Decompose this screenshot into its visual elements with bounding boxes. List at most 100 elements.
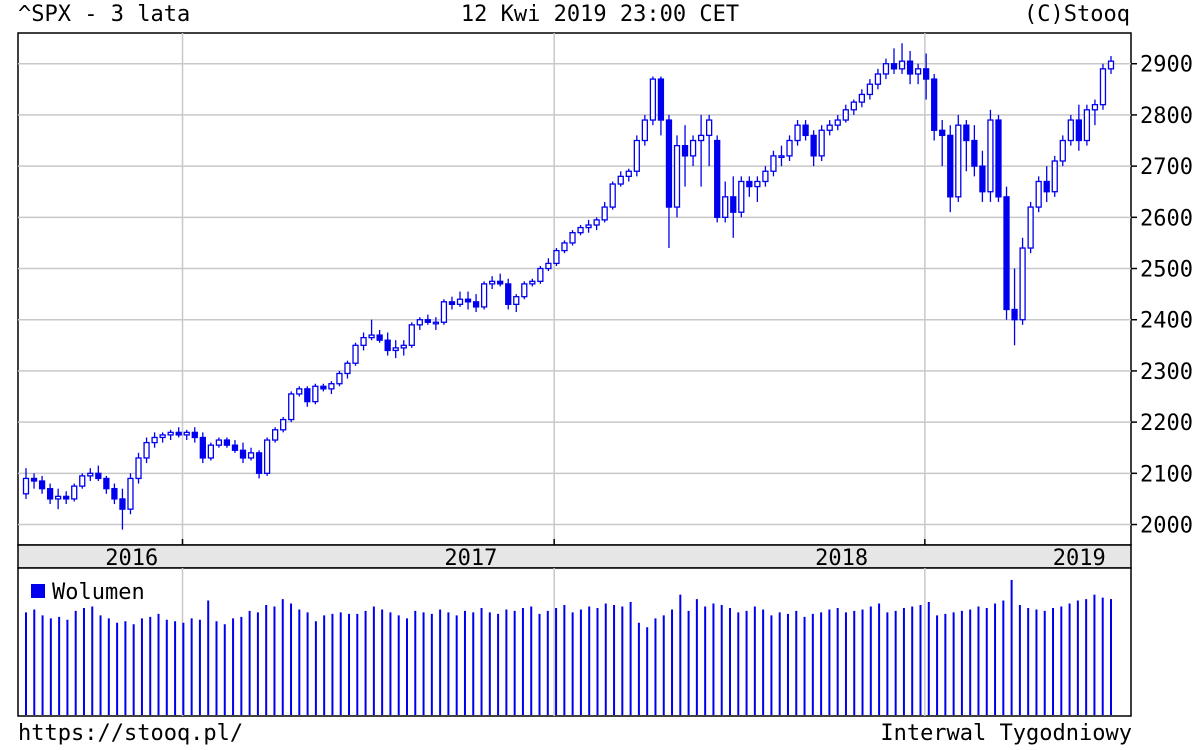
candle [746, 176, 753, 197]
candle [320, 383, 327, 392]
candle-body [175, 431, 182, 436]
candle-body [979, 165, 986, 193]
candle-body [151, 436, 158, 444]
candle [151, 432, 158, 448]
candle-body [802, 124, 809, 137]
y-tick-label: 2800 [1140, 104, 1193, 129]
candle-body [376, 334, 383, 341]
candle-body [1099, 68, 1107, 106]
candle [336, 370, 343, 387]
candle [368, 319, 375, 341]
candle [135, 452, 142, 484]
candle-body [505, 283, 512, 306]
candle [360, 332, 367, 351]
candle-body [1107, 60, 1115, 70]
candle [633, 135, 640, 177]
candle [521, 281, 528, 300]
candle-body [344, 362, 351, 375]
candle-body [1003, 196, 1010, 311]
candle [1067, 114, 1074, 146]
candle [1059, 135, 1066, 167]
candle-body [874, 73, 882, 85]
candle-body [489, 280, 496, 285]
candle [1099, 63, 1107, 110]
candle [489, 276, 496, 289]
candle-body [850, 101, 857, 111]
candle-body [79, 475, 86, 487]
candle-body [890, 63, 898, 70]
candle-body [770, 155, 777, 172]
candle [585, 219, 592, 233]
candle-body [842, 109, 849, 121]
candle-body [1051, 160, 1058, 193]
candle [625, 168, 632, 182]
candle [947, 125, 954, 213]
candle-body [834, 119, 841, 126]
candle [1107, 56, 1115, 74]
candle [722, 181, 729, 223]
candle-body [472, 301, 480, 308]
candle [55, 488, 62, 510]
candle-body [87, 472, 94, 477]
candle-body [95, 472, 102, 480]
candle [231, 440, 239, 453]
candle-body [424, 319, 431, 323]
candle-body [625, 170, 632, 178]
candle [995, 114, 1002, 202]
candle [1035, 176, 1042, 213]
candle-body [601, 206, 608, 221]
candle-body [947, 134, 954, 198]
candle-body [931, 78, 938, 131]
candle-body [609, 183, 616, 208]
candle [939, 120, 946, 167]
candle [987, 109, 994, 202]
candle-body [223, 439, 231, 446]
candle-body [63, 495, 70, 500]
candle [1003, 186, 1010, 320]
candle [384, 332, 391, 356]
year-label: 2018 [815, 546, 868, 571]
candle [127, 473, 134, 515]
candle-body [963, 124, 970, 142]
candle [505, 278, 512, 310]
candle-body [738, 180, 745, 213]
candle [770, 150, 777, 177]
candle [143, 437, 150, 464]
candle [738, 176, 745, 218]
candle [38, 475, 46, 494]
candle [472, 294, 480, 313]
candle-body [617, 175, 624, 185]
candle [818, 125, 825, 161]
candle-body [786, 139, 793, 157]
candle-body [360, 336, 367, 346]
candle-body [971, 139, 978, 167]
candle [697, 114, 705, 187]
candle-body [1043, 180, 1050, 193]
candle [778, 145, 785, 167]
candle-body [1059, 139, 1066, 162]
source-link[interactable]: https://stooq.pl/ [18, 721, 244, 746]
candle-body [328, 383, 335, 390]
candle [312, 383, 319, 405]
candle-body [183, 431, 190, 436]
candle-body [585, 224, 592, 229]
candle [858, 89, 865, 108]
candle-body [207, 444, 214, 459]
candle-body [706, 119, 713, 137]
candle-body [697, 134, 705, 142]
candle [955, 114, 962, 202]
candle [272, 427, 279, 443]
candle-body [866, 83, 874, 96]
year-label: 2019 [1053, 546, 1106, 571]
candle [199, 432, 206, 464]
candle-body [127, 477, 134, 510]
candle [874, 68, 882, 90]
candle [255, 450, 263, 479]
candle [762, 166, 769, 187]
candle [46, 483, 54, 505]
candle-body [46, 488, 54, 500]
candle [22, 468, 30, 499]
candle-body [239, 449, 247, 459]
candle [730, 176, 737, 238]
